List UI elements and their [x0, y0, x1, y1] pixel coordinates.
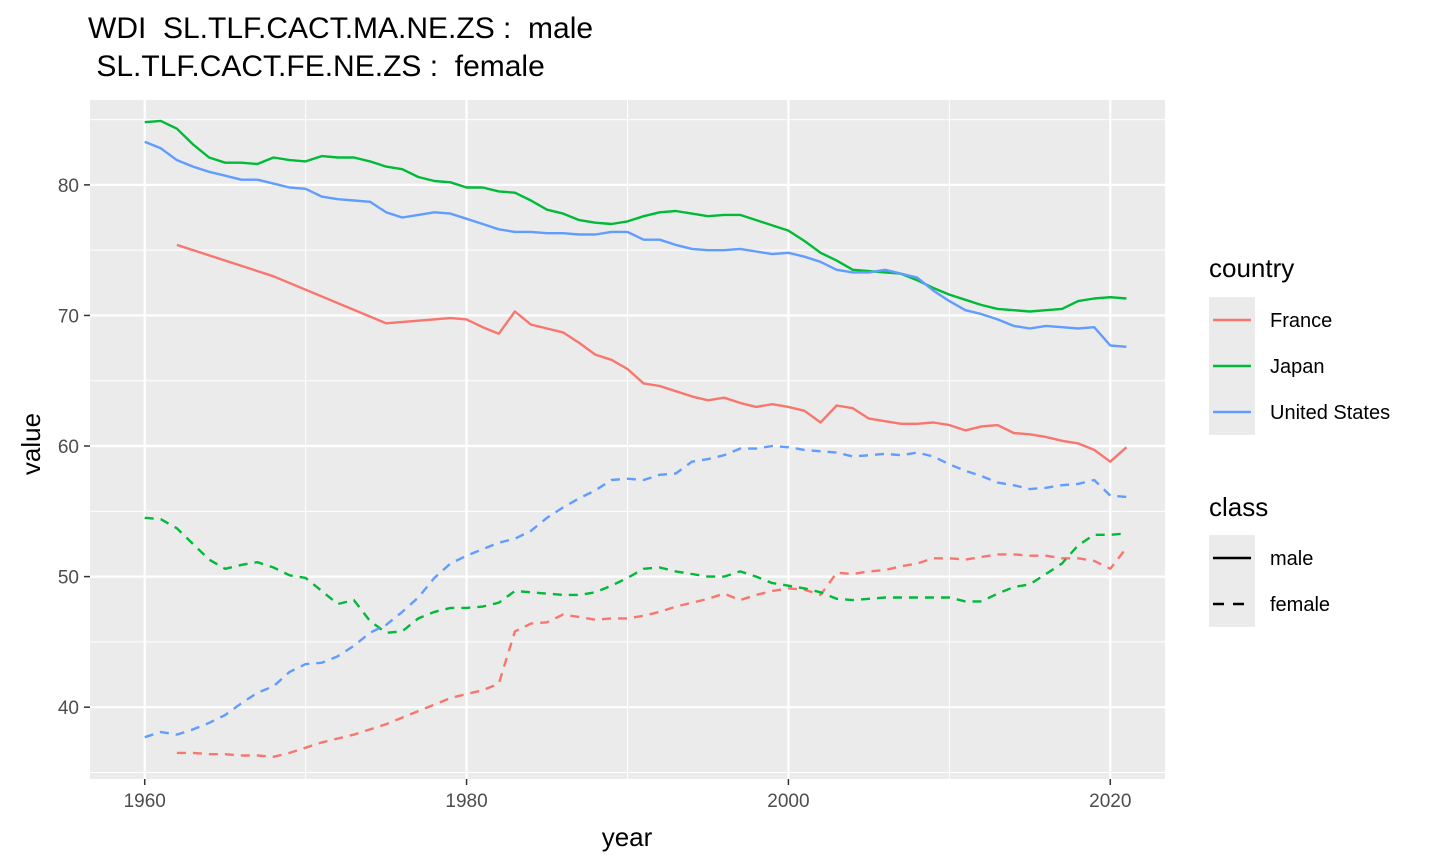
x-tick-label: 2020	[1089, 791, 1131, 812]
series-line-united-states-male	[144, 140, 1127, 348]
legend-class-items: male female	[1209, 535, 1330, 627]
y-tick-label: 50	[58, 568, 79, 589]
grid-minor	[90, 100, 1165, 779]
chart-title-line1: WDI SL.TLF.CACT.MA.NE.ZS : male	[88, 12, 594, 45]
legend-label-male: male	[1270, 548, 1313, 570]
y-tick-label: 60	[58, 437, 79, 458]
x-tick-label: 2000	[767, 791, 809, 812]
x-tick-label: 1980	[445, 791, 487, 812]
series-lines	[144, 119, 1128, 758]
y-axis: 40 50 60 70 80	[58, 176, 90, 719]
series-line-france-male	[176, 243, 1128, 463]
series-line-japan-female	[144, 516, 1127, 634]
legend: country France Japan United States class m…	[1209, 253, 1390, 627]
series-line-france-female	[176, 547, 1128, 758]
x-axis-title: year	[602, 822, 653, 852]
x-tick-label: 1960	[124, 791, 166, 812]
y-tick-label: 70	[58, 306, 79, 327]
legend-class-title: class	[1209, 492, 1268, 522]
legend-label-female: female	[1270, 594, 1330, 616]
series-line-japan-male	[144, 119, 1127, 313]
legend-label-japan: Japan	[1270, 356, 1325, 378]
y-axis-title: value	[16, 413, 46, 475]
y-tick-label: 40	[58, 698, 79, 719]
chart-title-line2: SL.TLF.CACT.FE.NE.ZS : female	[88, 50, 545, 83]
legend-country-items: France Japan United States	[1209, 297, 1390, 435]
legend-country-title: country	[1209, 253, 1294, 283]
y-tick-label: 80	[58, 176, 79, 197]
grid-major	[90, 100, 1165, 779]
legend-label-france: France	[1270, 310, 1332, 332]
series-line-united-states-female	[144, 444, 1127, 739]
x-axis: 1960 1980 2000 2020	[124, 779, 1131, 812]
legend-label-united-states: United States	[1270, 402, 1390, 424]
